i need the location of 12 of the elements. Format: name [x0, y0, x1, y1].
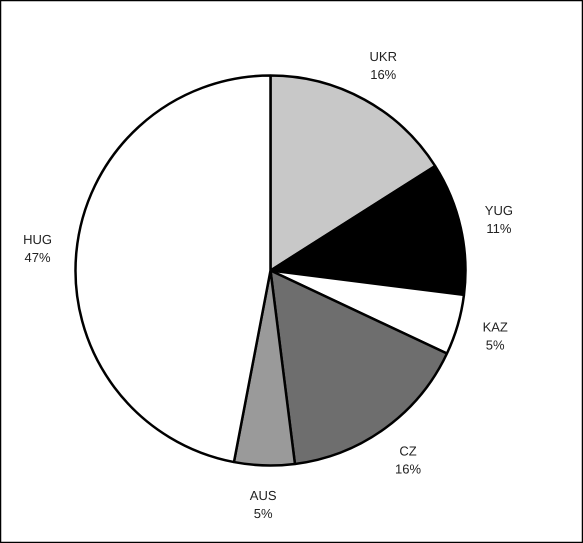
slice-label: AUS [250, 488, 277, 503]
data-label: 16% [395, 461, 422, 476]
data-label: 11% [486, 220, 512, 236]
slice-label: KAZ [482, 319, 508, 334]
data-label: 47% [24, 250, 51, 265]
data-label: 5% [486, 337, 506, 352]
data-label: 16% [370, 66, 397, 82]
slice-label: HUG [23, 232, 52, 247]
slice-label: UKR [370, 48, 397, 64]
slice-label: YUG [484, 202, 513, 218]
slice-label: CZ [399, 443, 417, 458]
data-label: 5% [254, 506, 273, 521]
